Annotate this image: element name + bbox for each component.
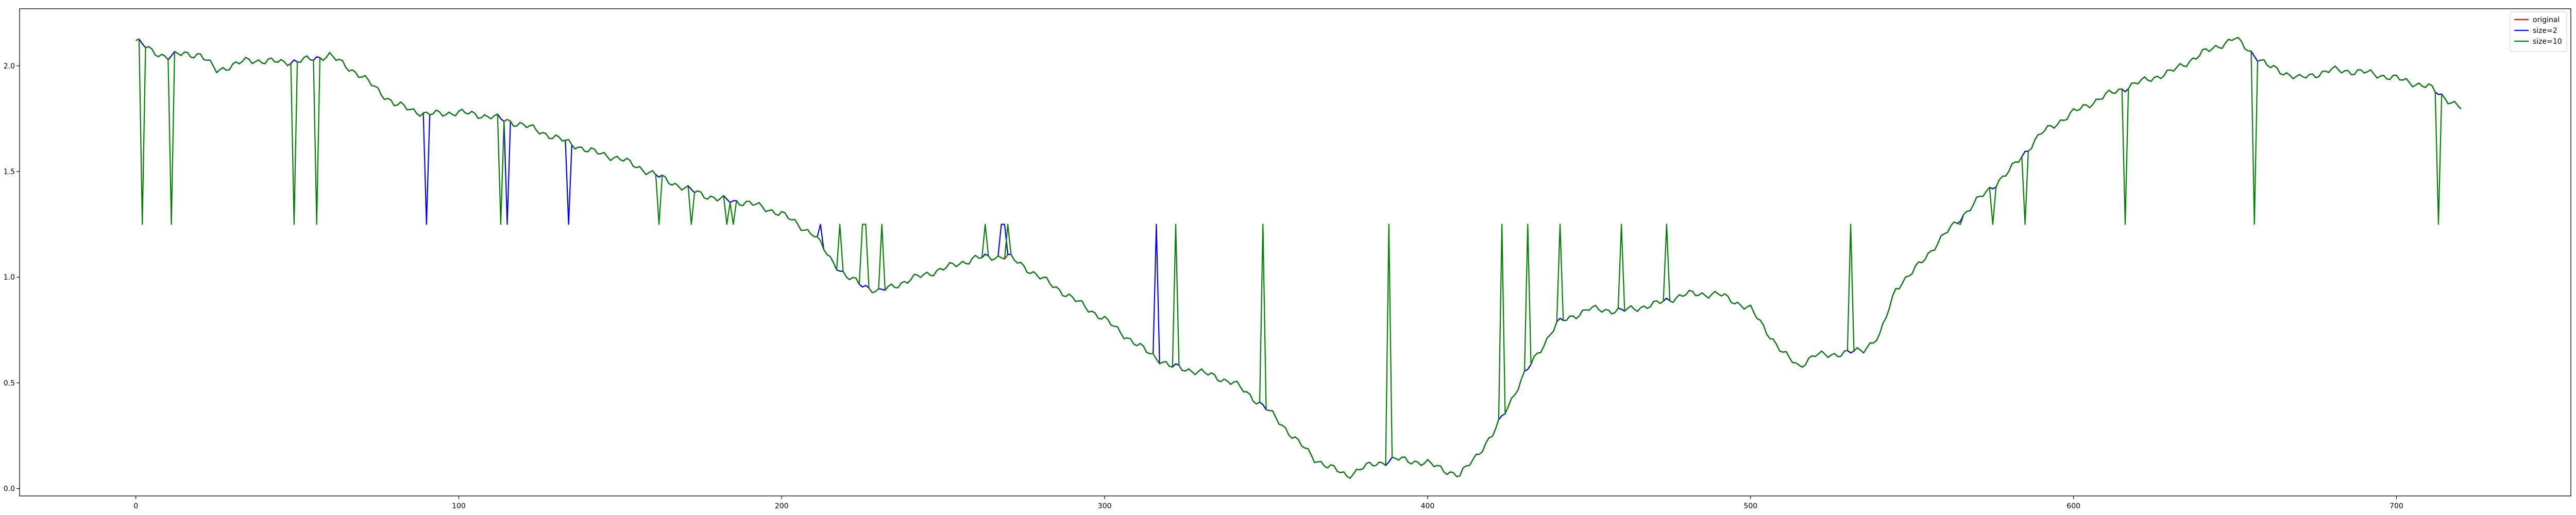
- x-tick-label: 700: [2389, 502, 2403, 510]
- axes: 0 100 200 300 400 500 600 700 0.0 0.5 1.0 1.5 2.0: [4, 8, 2571, 510]
- y-tick-label: 1.5: [4, 168, 15, 176]
- x-tick-label: 300: [1098, 502, 1112, 510]
- series-layer: [135, 37, 2462, 479]
- legend: original size=2 size=10: [2510, 11, 2567, 52]
- x-tick-label: 600: [2066, 502, 2080, 510]
- y-tick-label: 0.5: [4, 379, 15, 387]
- y-tick-label: 1.0: [4, 273, 15, 282]
- axes-frame: [19, 8, 2571, 496]
- x-tick-label: 100: [452, 502, 466, 510]
- series-line-original: [135, 37, 2462, 479]
- y-tick-label: 0.0: [4, 485, 15, 493]
- series-line-size-2: [135, 37, 2462, 479]
- x-tick-label: 0: [133, 502, 138, 510]
- series-line-size-10: [135, 37, 2462, 479]
- y-tick-label: 2.0: [4, 62, 15, 71]
- legend-label: original: [2533, 16, 2560, 24]
- legend-label: size=10: [2533, 38, 2562, 46]
- x-tick-label: 400: [1421, 502, 1435, 510]
- x-tick-label: 200: [775, 502, 789, 510]
- legend-label: size=2: [2533, 27, 2557, 35]
- x-tick-label: 500: [1743, 502, 1757, 510]
